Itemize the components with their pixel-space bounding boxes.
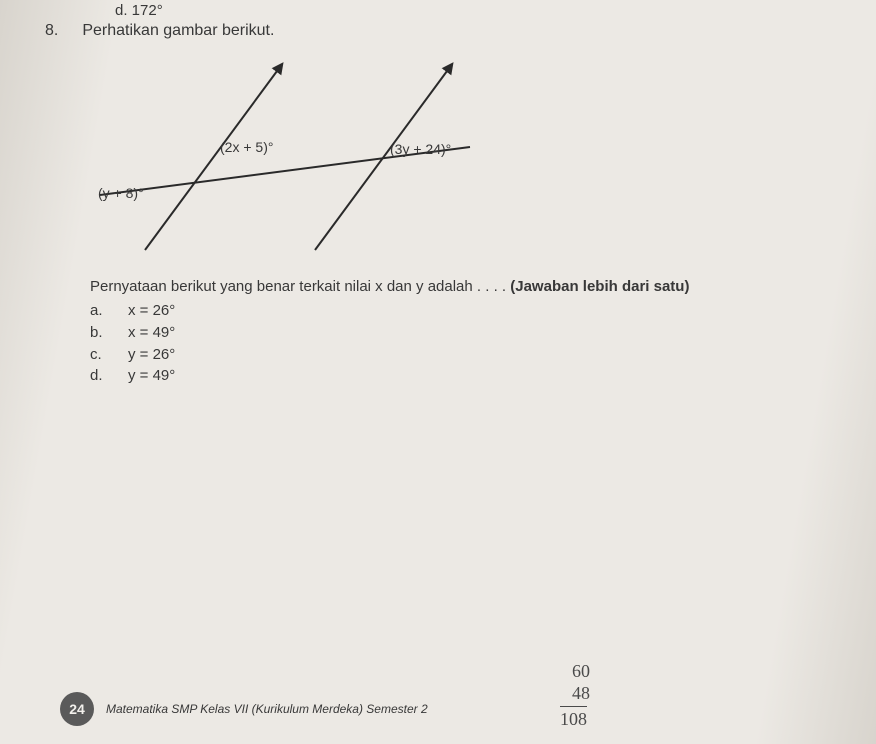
angle-label-y-plus-8: (y + 8)° [98, 185, 144, 201]
option-b: b. x = 49° [90, 322, 175, 344]
question-statement: Pernyataan berikut yang benar terkait ni… [90, 278, 689, 295]
option-text: x = 49° [128, 322, 175, 344]
statement-text: Pernyataan berikut yang benar terkait ni… [90, 278, 510, 295]
question-number: 8. [45, 22, 58, 40]
option-letter: a. [90, 300, 106, 322]
option-text: x = 26° [128, 300, 175, 322]
footer-book-title: Matematika SMP Kelas VII (Kurikulum Merd… [106, 702, 428, 716]
option-c: c. y = 26° [90, 344, 175, 366]
option-letter: d. [90, 365, 106, 387]
geometry-diagram: (y + 8)° (2x + 5)° (3y + 24)° [90, 55, 510, 255]
previous-option-fragment: d. 172° [115, 2, 163, 19]
answer-options: a. x = 26° b. x = 49° c. y = 26° d. y = … [90, 300, 175, 387]
question-header: 8. Perhatikan gambar berikut. [45, 22, 274, 40]
handwritten-note-3: 108 [560, 706, 587, 730]
page: d. 172° 8. Perhatikan gambar berikut. (y… [0, 0, 876, 744]
handwritten-note-2: 48 [572, 683, 590, 704]
page-footer: 24 Matematika SMP Kelas VII (Kurikulum M… [60, 692, 428, 726]
option-d: d. y = 49° [90, 365, 175, 387]
option-a: a. x = 26° [90, 300, 175, 322]
question-prompt: Perhatikan gambar berikut. [82, 22, 274, 40]
option-letter: b. [90, 322, 106, 344]
statement-note: (Jawaban lebih dari satu) [510, 278, 689, 295]
angle-label-3y-plus-24: (3y + 24)° [390, 141, 451, 157]
angle-label-2x-plus-5: (2x + 5)° [220, 139, 273, 155]
parallel-line-2 [315, 67, 450, 250]
handwritten-note-1: 60 [572, 661, 590, 682]
option-letter: c. [90, 344, 106, 366]
page-number-badge: 24 [60, 692, 94, 726]
parallel-line-1 [145, 67, 280, 250]
option-text: y = 49° [128, 365, 175, 387]
option-text: y = 26° [128, 344, 175, 366]
